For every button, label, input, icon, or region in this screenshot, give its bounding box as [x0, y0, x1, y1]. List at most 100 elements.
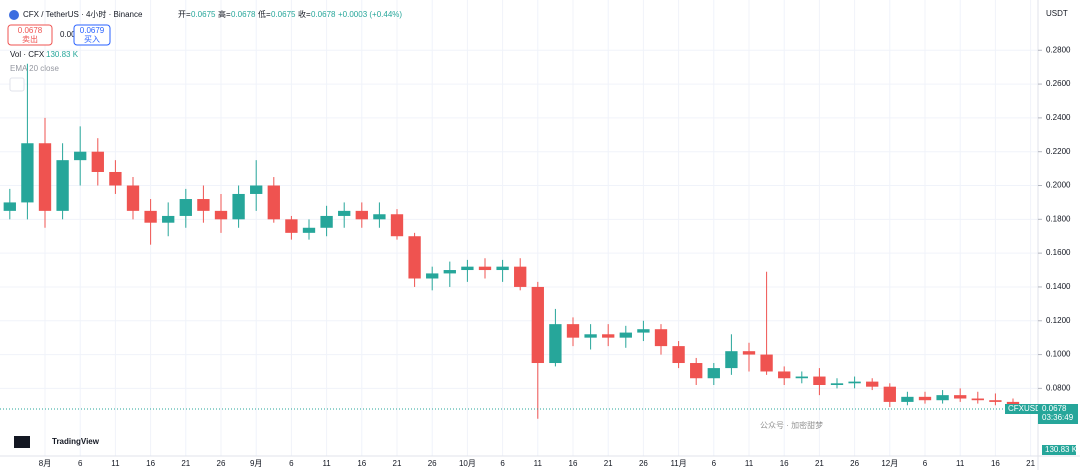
- buy-price[interactable]: 0.0679: [80, 26, 105, 35]
- y-tick-label: 0.1000: [1046, 350, 1071, 359]
- candle-body: [584, 334, 597, 338]
- x-tick-label: 16: [357, 459, 366, 468]
- x-tick-label: 11: [111, 459, 120, 468]
- x-tick-label: 21: [181, 459, 190, 468]
- price-tag: 0.0678: [1042, 404, 1067, 413]
- ohlc-value: 0.0678: [311, 10, 336, 19]
- candle-body: [197, 199, 210, 211]
- x-tick-label: 6: [712, 459, 717, 468]
- x-tick-label: 12月: [881, 459, 898, 468]
- candle-body: [21, 143, 34, 203]
- sell-button[interactable]: [7, 24, 53, 46]
- candle-body: [813, 376, 826, 385]
- brand: TradingView: [52, 437, 100, 446]
- candle-body: [443, 270, 456, 274]
- x-tick-label: 8月: [39, 459, 51, 468]
- ohlc-label: 收=: [298, 9, 311, 19]
- x-tick-label: 11: [322, 459, 331, 468]
- candle-body: [267, 185, 280, 220]
- chart-title: CFX / TetherUS · 4小时 · Binance: [23, 9, 143, 19]
- y-tick-label: 0.2200: [1046, 147, 1071, 156]
- candle-body: [373, 214, 386, 220]
- candle-body: [971, 398, 984, 401]
- candle-body: [408, 236, 421, 279]
- candle-body: [320, 215, 333, 228]
- candle-body: [496, 266, 509, 271]
- candle-body: [390, 214, 404, 237]
- candle-body: [936, 395, 949, 401]
- buy-label[interactable]: 买入: [84, 35, 100, 44]
- candle-body: [690, 363, 703, 379]
- candle-body: [461, 266, 474, 271]
- candle-body: [848, 381, 861, 384]
- candle-body: [918, 396, 932, 401]
- candle-body: [549, 324, 562, 364]
- x-tick-label: 26: [850, 459, 859, 468]
- x-tick-label: 6: [500, 459, 505, 468]
- candle-body: [901, 396, 914, 402]
- candle-body: [566, 324, 580, 338]
- x-tick-label: 11: [956, 459, 965, 468]
- y-tick-label: 0.1800: [1046, 214, 1071, 223]
- sell-label[interactable]: 卖出: [22, 34, 38, 44]
- x-tick-label: 11: [745, 459, 754, 468]
- candle-body: [426, 273, 439, 279]
- ohlc-value: 0.0678: [231, 10, 256, 19]
- plot: [0, 63, 1038, 419]
- volume-tag: 130.83 K: [1045, 445, 1078, 454]
- y-tick-label: 0.1600: [1046, 248, 1071, 257]
- candle-body: [478, 266, 492, 271]
- candle-body: [954, 395, 967, 399]
- candle-body: [672, 346, 685, 364]
- ohlc-label: 开=: [178, 10, 191, 19]
- ohlc-legend: 开= 0.0675 高= 0.0678 低= 0.0675 收= 0.0678 +0.0003 …: [178, 9, 402, 19]
- watermark: 公众号 · 加密甜梦: [760, 420, 823, 430]
- x-tick-label: 21: [393, 459, 402, 468]
- sell-price[interactable]: 0.0678: [18, 26, 43, 35]
- candle-body: [760, 354, 773, 372]
- x-tick-label: 6: [78, 459, 83, 468]
- x-tick-label: 21: [815, 459, 824, 468]
- candle-body: [830, 383, 844, 385]
- volume-legend-value: 130.83 K: [46, 50, 79, 59]
- candle-body: [989, 400, 1002, 402]
- y-tick-label: 0.2000: [1046, 181, 1071, 190]
- candle-body: [619, 332, 632, 338]
- candle-body: [514, 266, 527, 287]
- candle-body: [302, 227, 316, 233]
- candle-body: [866, 381, 879, 387]
- overlay: CFX / TetherUS · 4小时 · Binance 开= 0.0675 高…: [7, 9, 1068, 448]
- volume-legend-label: Vol · CFX: [10, 50, 45, 59]
- symbol-icon: [9, 10, 19, 20]
- y-tick-label: 0.2400: [1046, 113, 1071, 122]
- candle-body: [126, 185, 140, 211]
- y-tick-label: 0.2600: [1046, 79, 1071, 88]
- candle-body: [38, 143, 52, 211]
- candle-body: [91, 151, 104, 172]
- candle-body: [232, 193, 245, 220]
- ohlc-label: 低=: [258, 9, 271, 19]
- collapse-button[interactable]: [9, 77, 25, 92]
- candle-body: [707, 368, 720, 379]
- x-tick-label: 16: [991, 459, 1000, 468]
- x-tick-label: 6: [289, 459, 294, 468]
- price-tag-bg: [1038, 404, 1078, 425]
- volume-tag-bg: [1042, 445, 1076, 455]
- candle-body: [338, 210, 351, 216]
- symbol-tag-bg: [1005, 404, 1038, 415]
- candle-body: [144, 210, 157, 223]
- candle-body: [725, 351, 738, 369]
- candle-body: [214, 210, 228, 220]
- candle-body: [56, 160, 69, 211]
- y-tick-label: 0.1200: [1046, 316, 1071, 325]
- buy-button[interactable]: [73, 24, 111, 46]
- x-tick-label: 10月: [459, 459, 476, 468]
- candle-body: [742, 351, 756, 355]
- x-tick-label: 16: [146, 459, 155, 468]
- candle-body: [602, 334, 615, 338]
- x-tick-label: 11月: [670, 459, 686, 468]
- candle-body: [285, 219, 298, 233]
- y-tick-label: 0.1400: [1046, 282, 1071, 291]
